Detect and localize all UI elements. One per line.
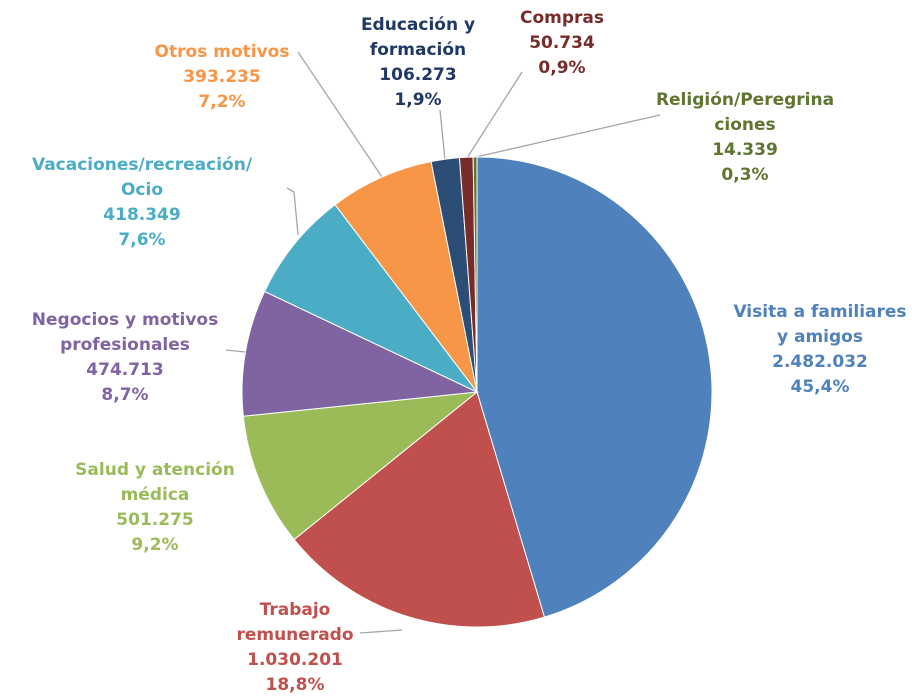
data-label: Educación y formación 106.273 1,9%: [361, 15, 475, 110]
label-line: 1,9%: [394, 90, 441, 110]
data-label: Trabajo remunerado 1.030.201 18,8%: [236, 600, 353, 695]
leader-line: [466, 71, 523, 159]
label-line: Ocio: [121, 180, 163, 200]
label-line: formación: [370, 40, 466, 60]
label-line: 474.713: [86, 360, 163, 380]
label-line: Compras: [520, 8, 604, 28]
label-line: 393.235: [183, 67, 260, 87]
pie-slice: [472, 156, 478, 393]
label-line: médica: [121, 485, 190, 505]
pie-slice: [476, 156, 713, 618]
leader-line: [297, 51, 385, 181]
leader-line: [439, 109, 446, 161]
label-line: 45,4%: [791, 377, 850, 397]
label-line: 14.339: [712, 140, 778, 160]
label-line: 18,8%: [266, 675, 325, 695]
label-line: 1.030.201: [247, 650, 343, 670]
data-label: Negocios y motivos profesionales 474.713 8,…: [32, 310, 218, 405]
label-line: Educación y: [361, 15, 475, 35]
pie-slice: [334, 160, 478, 393]
label-line: 7,6%: [118, 230, 165, 250]
label-line: 9,2%: [131, 535, 178, 555]
label-line: 0,3%: [721, 165, 768, 185]
label-line: Trabajo: [260, 600, 331, 620]
leader-line: [286, 187, 299, 236]
label-line: Vacaciones/recreación/: [32, 155, 253, 175]
leader-lines: [225, 51, 661, 634]
label-line: 0,9%: [538, 58, 585, 78]
label-line: profesionales: [60, 335, 190, 355]
pie-slice: [263, 203, 478, 393]
pie-slice: [241, 290, 479, 417]
label-line: 418.349: [103, 205, 180, 225]
data-label: Vacaciones/recreación/Ocio 418.349 7,6%: [32, 155, 253, 250]
leader-line: [359, 629, 403, 634]
label-line: 50.734: [529, 33, 595, 53]
leader-line: [475, 114, 661, 158]
data-label: Visita a familiares y amigos 2.482.032 45,4…: [733, 302, 906, 397]
pie-slice: [242, 391, 479, 541]
label-line: remunerado: [236, 625, 353, 645]
label-line: Negocios y motivos: [32, 310, 218, 330]
label-line: 7,2%: [198, 92, 245, 112]
label-line: 2.482.032: [772, 352, 868, 372]
label-line: Visita a familiares: [733, 302, 906, 322]
label-line: 8,7%: [101, 385, 148, 405]
label-line: 106.273: [379, 65, 456, 85]
data-label: Otros motivos 393.235 7,2%: [155, 42, 290, 112]
label-line: Otros motivos: [155, 42, 290, 62]
data-label: Compras 50.734 0,9%: [520, 8, 604, 78]
pie: [241, 156, 713, 628]
label-line: y amigos: [777, 327, 863, 347]
leader-line: [225, 349, 246, 353]
data-label: Salud y atención médica 501.275 9,2%: [75, 460, 235, 555]
label-line: Religión/Peregrina: [656, 90, 834, 110]
data-label: Religión/Peregrina ciones 14.339 0,3%: [656, 90, 834, 185]
pie-slice: [293, 391, 546, 628]
label-line: ciones: [714, 115, 775, 135]
label-line: Salud y atención: [75, 460, 235, 480]
label-line: 501.275: [116, 510, 193, 530]
